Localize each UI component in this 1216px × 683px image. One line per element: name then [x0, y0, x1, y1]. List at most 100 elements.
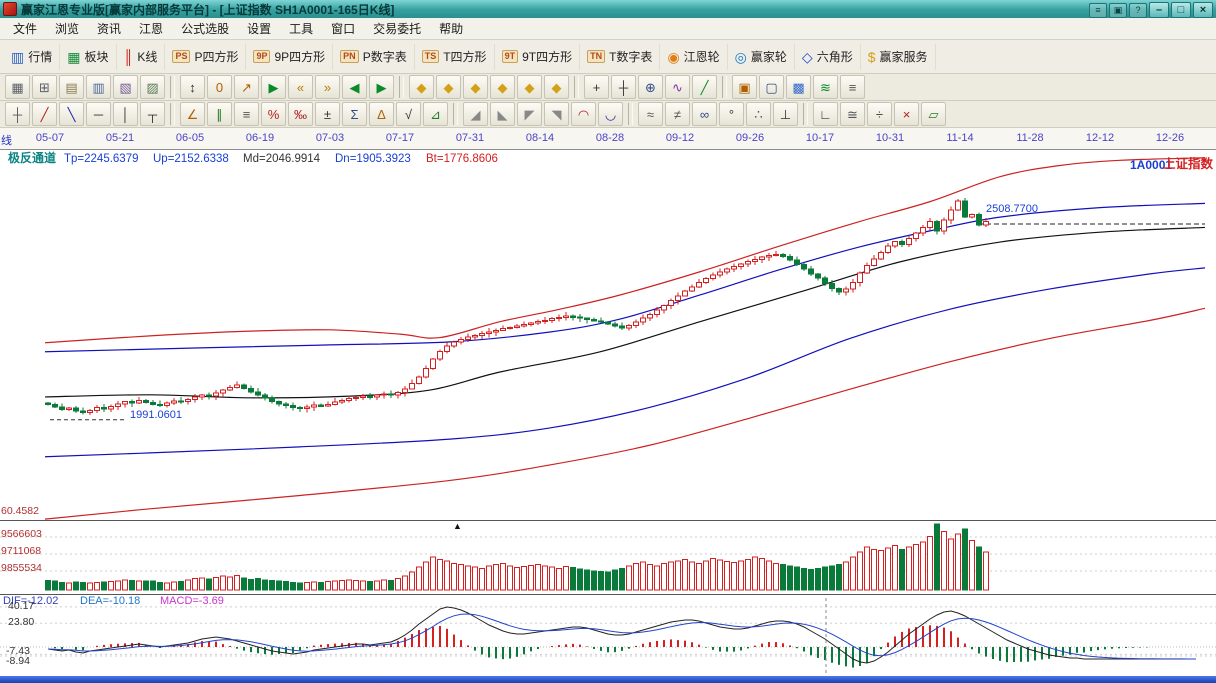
- menu-item-10[interactable]: 帮助: [439, 22, 464, 36]
- notes-tool-icon[interactable]: ▤: [59, 75, 84, 99]
- titlebar-theme-icon[interactable]: ▣: [1109, 3, 1127, 18]
- sectors-button[interactable]: ▦ 板块: [60, 43, 117, 70]
- plus-minus-icon[interactable]: ±: [315, 102, 340, 126]
- hatch-tool-icon[interactable]: ▨: [140, 75, 165, 99]
- menu-item-7[interactable]: 工具: [289, 22, 314, 36]
- vertical-line-icon[interactable]: │: [113, 102, 138, 126]
- permille-icon[interactable]: ‰: [288, 102, 313, 126]
- right-angle-icon[interactable]: ∟: [813, 102, 838, 126]
- table-tool-icon[interactable]: ⊞: [32, 75, 57, 99]
- t-number-table-button[interactable]: TN T数字表: [580, 43, 661, 70]
- date-tick-09-12: 09-12: [665, 132, 695, 144]
- kline-button[interactable]: ║ K线: [117, 43, 166, 70]
- horizontal-line-icon[interactable]: ─: [86, 102, 111, 126]
- corner-ur-icon[interactable]: ◤: [517, 102, 542, 126]
- multiply-icon[interactable]: ×: [894, 102, 919, 126]
- angle-icon[interactable]: ∠: [180, 102, 205, 126]
- corner-ul-icon[interactable]: ◥: [544, 102, 569, 126]
- not-equal-icon[interactable]: ≠: [665, 102, 690, 126]
- menu-item-2[interactable]: 浏览: [55, 22, 80, 36]
- menu-item-9[interactable]: 交易委托: [373, 22, 422, 36]
- congruent-icon[interactable]: ≅: [840, 102, 865, 126]
- corner-dl-icon[interactable]: ◣: [490, 102, 515, 126]
- zoom-icon[interactable]: ⊕: [638, 75, 663, 99]
- diag-grid-tool-icon[interactable]: ▧: [113, 75, 138, 99]
- arc-down-icon[interactable]: ◡: [598, 102, 623, 126]
- maximize-button[interactable]: □: [1171, 2, 1191, 19]
- menu-item-6[interactable]: 设置: [247, 22, 272, 36]
- menu-item-4[interactable]: 江恩: [139, 22, 164, 36]
- chart-area[interactable]: ▲: [0, 150, 1216, 676]
- t-square-button[interactable]: TS T四方形: [415, 43, 495, 70]
- grid-tool-icon[interactable]: ▦: [5, 75, 30, 99]
- sum-icon[interactable]: Σ: [342, 102, 367, 126]
- gann-diamond-4-icon[interactable]: ◆: [490, 75, 515, 99]
- approx-icon[interactable]: ≈: [638, 102, 663, 126]
- minimize-button[interactable]: –: [1149, 2, 1169, 19]
- winner-wheel-button[interactable]: ◎ 赢家轮: [728, 43, 795, 70]
- arc-up-icon[interactable]: ◠: [571, 102, 596, 126]
- menu-item-5[interactable]: 公式选股: [181, 22, 230, 36]
- monitor-icon[interactable]: ▢: [759, 75, 784, 99]
- t-line-icon[interactable]: ┬: [140, 102, 165, 126]
- gann-fan-down-icon[interactable]: ╲: [59, 102, 84, 126]
- zero-point-icon[interactable]: 0: [207, 75, 232, 99]
- next-bar-icon[interactable]: ▶: [369, 75, 394, 99]
- close-button[interactable]: ×: [1193, 2, 1213, 19]
- menu-item-1[interactable]: 文件: [13, 22, 38, 36]
- channel-line-upper-blue: [44, 202, 1206, 353]
- hand-tool-icon[interactable]: +: [584, 75, 609, 99]
- date-tick-05-21: 05-21: [105, 132, 135, 144]
- prev-bar-icon[interactable]: ◀: [342, 75, 367, 99]
- market-quotes-button[interactable]: ▥ 行情: [4, 43, 61, 70]
- play-icon[interactable]: ▶: [261, 75, 286, 99]
- p-square-button[interactable]: PS P四方形: [165, 43, 247, 70]
- perpendicular-icon[interactable]: ⊥: [773, 102, 798, 126]
- right-triangle-icon[interactable]: ⊿: [423, 102, 448, 126]
- divide-icon[interactable]: ÷: [867, 102, 892, 126]
- p-number-table-button-icon: PN: [340, 50, 359, 63]
- crosshair-icon[interactable]: ┼: [611, 75, 636, 99]
- degree-icon[interactable]: °: [719, 102, 744, 126]
- compass-grid-icon[interactable]: ┼: [5, 102, 30, 126]
- infinity-icon[interactable]: ∞: [692, 102, 717, 126]
- calendar-icon[interactable]: ▣: [732, 75, 757, 99]
- trend-pen-icon[interactable]: ↗: [234, 75, 259, 99]
- save-layout-icon[interactable]: ▩: [786, 75, 811, 99]
- gann-diamond-3-icon[interactable]: ◆: [463, 75, 488, 99]
- titlebar-menu-icon[interactable]: ≡: [1089, 2, 1107, 18]
- gann-diamond-1-icon[interactable]: ◆: [409, 75, 434, 99]
- columns-tool-icon[interactable]: ▥: [86, 75, 111, 99]
- sqrt-icon[interactable]: √: [396, 102, 421, 126]
- parallel-channel-icon[interactable]: ∥: [207, 102, 232, 126]
- skip-start-icon[interactable]: «: [288, 75, 313, 99]
- menu-item-3[interactable]: 资讯: [97, 22, 122, 36]
- title-bar[interactable]: 赢家江恩专业版[赢家内部服务平台] - [上证指数 SH1A0001-165日K…: [0, 0, 1216, 19]
- gann-diamond-2-icon[interactable]: ◆: [436, 75, 461, 99]
- wave-tool-icon[interactable]: ∿: [665, 75, 690, 99]
- winner-service-button[interactable]: $ 赢家服务: [861, 43, 936, 70]
- delta-icon[interactable]: Δ: [369, 102, 394, 126]
- nine-p-square-button[interactable]: 9P 9P四方形: [246, 43, 334, 70]
- therefore-icon[interactable]: ∴: [746, 102, 771, 126]
- menu-item-8[interactable]: 窗口: [331, 22, 356, 36]
- angle-line-icon[interactable]: ╱: [692, 75, 717, 99]
- vertical-scale-icon[interactable]: ↕: [180, 75, 205, 99]
- gann-diamond-6-icon[interactable]: ◆: [544, 75, 569, 99]
- gann-fan-up-icon[interactable]: ╱: [32, 102, 57, 126]
- toolbar-separator: [453, 103, 458, 125]
- list-settings-icon[interactable]: ≡: [840, 75, 865, 99]
- parallelogram-icon[interactable]: ▱: [921, 102, 946, 126]
- overlay-icon[interactable]: ≋: [813, 75, 838, 99]
- percent-retrace-icon[interactable]: %: [261, 102, 286, 126]
- p-number-table-button[interactable]: PN P数字表: [333, 43, 415, 70]
- corner-dr-icon[interactable]: ◢: [463, 102, 488, 126]
- drawing-toolbar-row2: ┼ ╱ ╲ ─ │ ┬ ∠ ∥ ≡% ‰ ± Σ Δ √ ⊿ ◢ ◣ ◤ ◥ ◠ ◡ ≈ ≠ ∞ ° ∴ ⊥ ∟ ≅ ÷ × ▱: [0, 101, 1216, 128]
- gann-diamond-5-icon[interactable]: ◆: [517, 75, 542, 99]
- gann-wheel-button[interactable]: ◉ 江恩轮: [660, 43, 728, 70]
- hexagon-button[interactable]: ◇ 六角形: [795, 43, 861, 70]
- nine-t-square-button[interactable]: 9T 9T四方形: [495, 43, 581, 70]
- equal-lines-icon[interactable]: ≡: [234, 102, 259, 126]
- titlebar-help-icon[interactable]: ?: [1129, 2, 1147, 18]
- skip-end-icon[interactable]: »: [315, 75, 340, 99]
